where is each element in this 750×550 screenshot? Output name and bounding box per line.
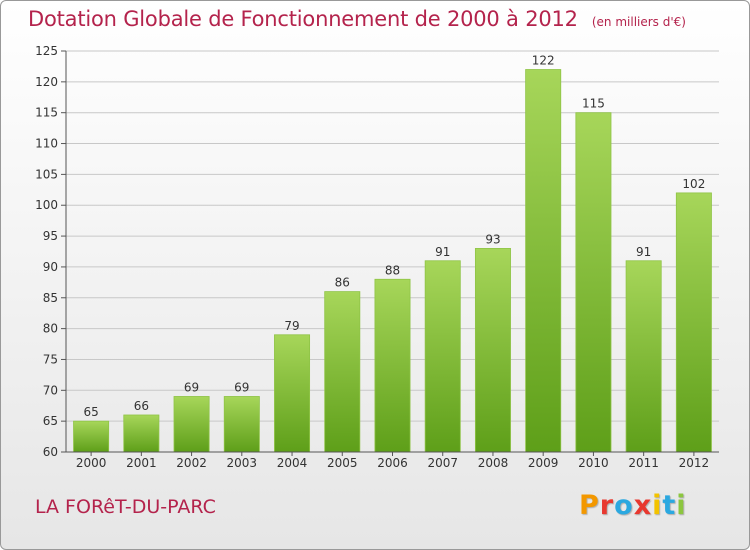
x-tick-label: 2004 (277, 456, 308, 470)
y-tick-label: 115 (35, 106, 58, 120)
bar-value-label: 122 (532, 54, 555, 68)
y-tick-label: 120 (35, 75, 58, 89)
x-tick-label: 2002 (176, 456, 207, 470)
bar-value-label: 86 (335, 276, 350, 290)
bar-value-label: 69 (184, 380, 199, 394)
bar-value-label: 66 (134, 399, 149, 413)
bar-value-label: 115 (582, 97, 605, 111)
bar (525, 69, 562, 453)
y-tick-label: 85 (43, 291, 58, 305)
y-tick-label: 80 (43, 322, 58, 336)
commune-name: LA FORêT-DU-PARC (35, 496, 216, 518)
y-tick-label: 75 (43, 352, 58, 366)
x-tick-label: 2011 (628, 456, 659, 470)
brand-logo-letter: i (652, 490, 663, 521)
y-tick-label: 100 (35, 198, 58, 212)
bar-value-label: 91 (636, 245, 651, 259)
brand-logo-letter: P (579, 490, 600, 521)
x-tick-label: 2006 (377, 456, 408, 470)
bar (223, 396, 260, 453)
bar-value-label: 69 (234, 380, 249, 394)
x-tick-label: 2012 (679, 456, 710, 470)
brand-logo-letter: x (633, 490, 653, 521)
x-tick-label: 2000 (76, 456, 107, 470)
bar (73, 420, 110, 453)
y-tick-label: 125 (35, 44, 58, 58)
x-tick-label: 2003 (227, 456, 258, 470)
y-tick-label: 90 (43, 260, 58, 274)
bar-value-label: 93 (485, 232, 500, 246)
y-tick-label: 65 (43, 414, 58, 428)
x-tick-label: 2007 (427, 456, 458, 470)
bar (123, 414, 160, 453)
bars: 65 66 69 69 79 86 88 91 93 122 115 91 102 (73, 54, 712, 453)
y-tick-label: 60 (43, 445, 58, 459)
chart-title-text: Dotation Globale de Fonctionnement de 20… (28, 7, 578, 31)
bar-value-label: 102 (682, 177, 705, 191)
x-tick-label: 2008 (478, 456, 509, 470)
bar (424, 260, 461, 453)
y-tick-label: 110 (35, 137, 58, 151)
bar (173, 396, 210, 453)
brand-logo: Proxiti (579, 490, 687, 521)
x-tick-label: 2009 (528, 456, 559, 470)
y-tick-label: 70 (43, 383, 58, 397)
brand-logo-letter: o (614, 490, 634, 521)
y-tick-label: 95 (43, 229, 58, 243)
chart-subtitle: (en milliers d'€) (591, 15, 686, 29)
brand-logo-letter: i (676, 490, 687, 521)
y-tick-label: 105 (35, 167, 58, 181)
bar (575, 112, 612, 453)
x-tick-label: 2001 (126, 456, 157, 470)
bar (474, 248, 511, 453)
bar (374, 278, 411, 453)
bar (274, 334, 311, 453)
bar (675, 192, 712, 453)
x-tick-label: 2010 (578, 456, 609, 470)
bar-value-label: 65 (83, 405, 98, 419)
brand-logo-letter: t (662, 490, 677, 521)
brand-logo-letter: r (599, 490, 615, 521)
chart-title: Dotation Globale de Fonctionnement de 20… (28, 7, 686, 31)
bar (625, 260, 662, 453)
bar (324, 291, 361, 453)
bar-value-label: 88 (385, 263, 400, 277)
bar-value-label: 79 (284, 319, 299, 333)
x-tick-label: 2005 (327, 456, 358, 470)
axes: 60 65 70 75 80 85 90 95 100 105 110 115 120 125 2000 20… (35, 44, 719, 470)
bar-value-label: 91 (435, 245, 450, 259)
